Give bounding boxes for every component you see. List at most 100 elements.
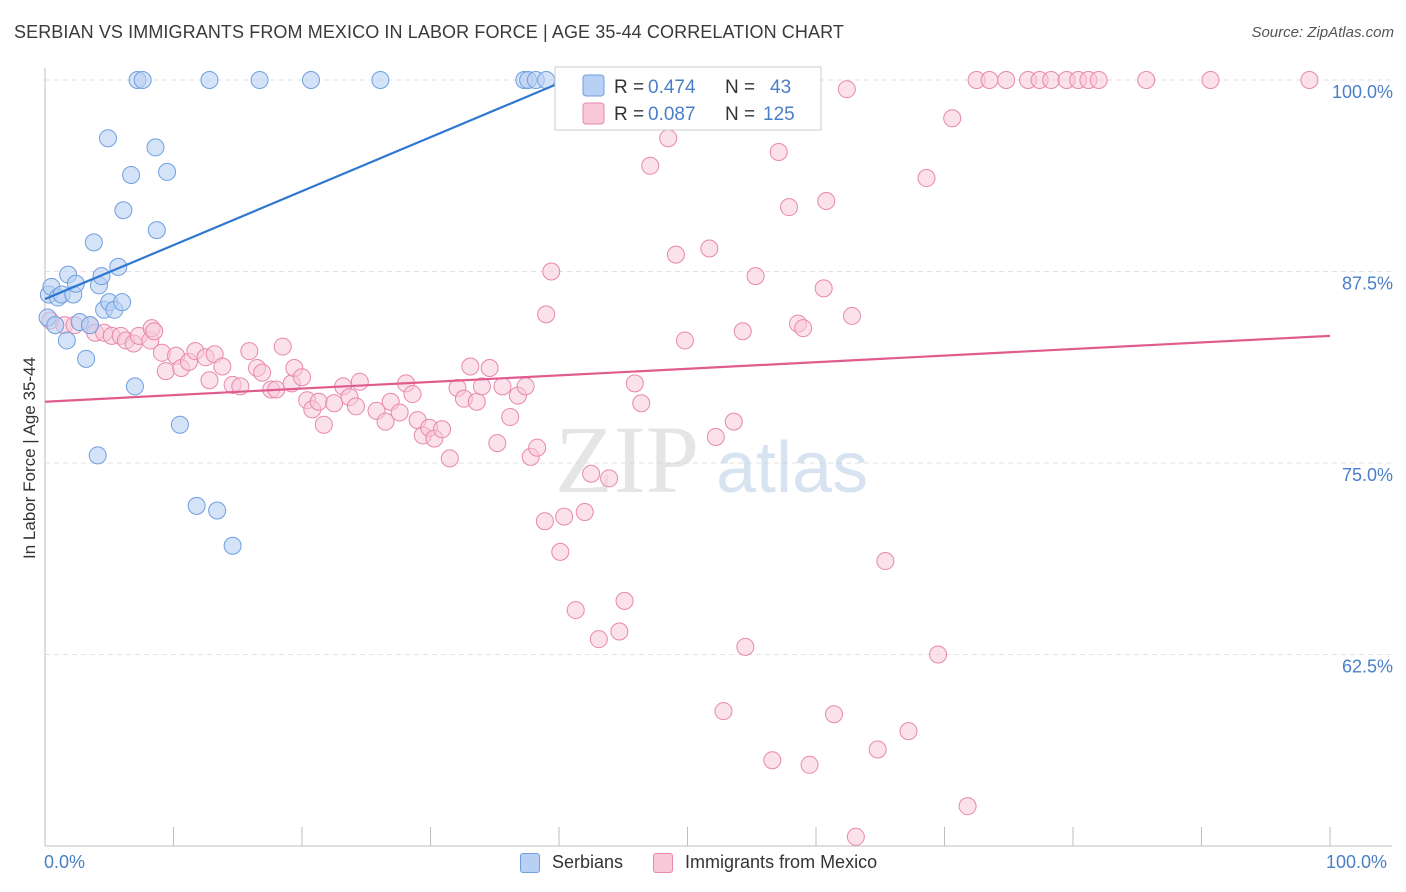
data-point-mexico — [1300, 71, 1319, 89]
y-tick-label: 87.5% — [1342, 274, 1393, 294]
data-point-serbians — [208, 501, 227, 520]
data-point-serbians — [125, 377, 144, 396]
legend-swatch-serbians — [582, 74, 605, 97]
data-point-serbians — [170, 415, 189, 434]
legend-r-label-1: R = — [614, 77, 644, 98]
data-point-mexico — [736, 637, 755, 656]
data-point-mexico — [589, 630, 608, 649]
data-point-mexico — [632, 394, 651, 413]
data-point-mexico — [156, 362, 175, 381]
chart-title: SERBIAN VS IMMIGRANTS FROM MEXICO IN LAB… — [14, 22, 844, 42]
data-point-serbians — [114, 201, 133, 220]
data-point-mexico — [724, 412, 743, 431]
data-point-mexico — [842, 306, 861, 325]
watermark: ZIP atlas — [555, 406, 868, 513]
data-point-mexico — [917, 169, 936, 188]
data-point-mexico — [253, 363, 272, 382]
data-point-mexico — [980, 71, 999, 89]
data-point-mexico — [433, 420, 452, 439]
data-point-mexico — [1042, 71, 1061, 89]
data-point-serbians — [223, 536, 242, 555]
data-point-mexico — [666, 245, 685, 264]
data-point-mexico — [535, 512, 554, 531]
legend-label-mexico: Immigrants from Mexico — [685, 852, 878, 872]
data-point-mexico — [876, 552, 895, 571]
data-point-mexico — [516, 377, 535, 396]
correlation-legend: R = 0.474 N = 43 R = 0.087 N = 125 — [554, 66, 822, 131]
data-point-serbians — [77, 349, 96, 368]
trend-line-serbians — [44, 78, 568, 301]
y-tick-labels: 100.0% 87.5% 75.0% 62.5% — [1332, 82, 1393, 677]
trend-lines — [44, 78, 1331, 403]
data-point-mexico — [1137, 71, 1156, 89]
y-tick-label: 100.0% — [1332, 82, 1393, 102]
data-point-mexico — [582, 464, 601, 483]
data-point-serbians — [46, 316, 65, 335]
data-point-mexico — [309, 392, 328, 411]
data-point-mexico — [615, 591, 634, 610]
data-point-mexico — [467, 392, 486, 411]
data-point-mexico — [733, 322, 752, 341]
data-point-mexico — [566, 601, 585, 620]
legend-swatch-mexico-bottom — [653, 852, 674, 873]
data-point-mexico — [273, 337, 292, 356]
watermark-atlas: atlas — [716, 428, 868, 508]
data-point-mexico — [943, 109, 962, 128]
legend-r-value-2: 0.087 — [648, 104, 696, 125]
data-point-mexico — [814, 279, 833, 298]
data-point-serbians — [133, 71, 152, 89]
data-point-serbians — [158, 162, 177, 181]
data-point-mexico — [610, 622, 629, 641]
data-point-mexico — [537, 305, 556, 324]
data-point-mexico — [714, 702, 733, 721]
data-point-mexico — [675, 331, 694, 350]
data-point-mexico — [899, 722, 918, 741]
data-point-mexico — [555, 507, 574, 526]
y-tick-label: 75.0% — [1342, 465, 1393, 485]
data-point-mexico — [700, 239, 719, 258]
legend-label-serbians: Serbians — [552, 852, 624, 872]
data-point-mexico — [240, 342, 259, 361]
data-point-serbians — [200, 71, 219, 89]
data-point-mexico — [293, 368, 311, 387]
data-point-mexico — [846, 827, 865, 846]
legend-r-label-2: R = — [614, 104, 644, 125]
x-tick-label-max: 100.0% — [1326, 852, 1388, 872]
data-point-mexico — [551, 542, 570, 561]
legend-n-value-1: 43 — [770, 77, 791, 98]
data-point-mexico — [440, 449, 459, 468]
data-point-mexico — [403, 385, 422, 404]
data-point-serbians — [250, 71, 269, 89]
data-point-mexico — [746, 267, 765, 286]
data-point-serbians — [84, 233, 103, 252]
trend-line-mexico — [44, 334, 1331, 403]
data-point-mexico — [493, 377, 512, 396]
data-point-mexico — [575, 503, 594, 522]
data-point-serbians — [122, 165, 141, 184]
data-point-mexico — [200, 371, 219, 390]
data-point-serbians — [57, 331, 76, 350]
data-point-serbians — [88, 446, 107, 465]
data-point-mexico — [472, 377, 491, 396]
data-point-mexico — [1201, 71, 1220, 89]
data-point-serbians — [147, 221, 166, 240]
watermark-zip: ZIP — [555, 406, 699, 513]
data-point-mexico — [794, 319, 813, 338]
data-point-mexico — [346, 397, 365, 416]
data-point-serbians — [187, 496, 206, 515]
legend-item-mexico: Immigrants from Mexico — [653, 852, 877, 873]
data-point-mexico — [314, 415, 333, 434]
data-point-mexico — [480, 359, 499, 378]
data-point-mexico — [625, 374, 644, 393]
data-point-mexico — [837, 80, 856, 99]
data-point-mexico — [780, 198, 799, 217]
data-point-mexico — [390, 403, 409, 422]
data-point-serbians — [98, 129, 117, 148]
data-point-mexico — [528, 438, 547, 457]
data-point-mexico — [706, 427, 725, 446]
data-point-mexico — [213, 357, 232, 376]
source-label: Source: ZipAtlas.com — [1251, 24, 1394, 41]
data-point-mexico — [1089, 71, 1108, 89]
legend-n-label-2: N = — [725, 104, 755, 125]
